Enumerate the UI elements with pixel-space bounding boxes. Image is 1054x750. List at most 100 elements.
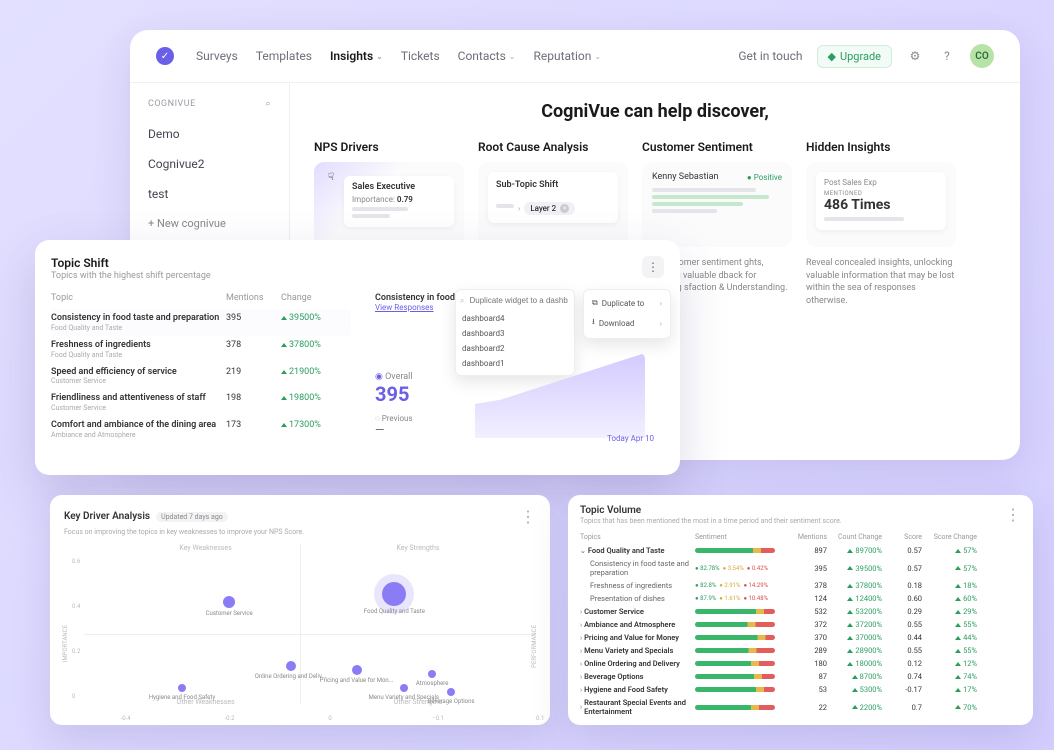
dashboard-option[interactable]: dashboard4 xyxy=(460,311,570,326)
bubble[interactable] xyxy=(400,684,408,692)
th-mentions: Mentions xyxy=(226,293,281,303)
get-in-touch-link[interactable]: Get in touch xyxy=(738,49,802,63)
expand-icon[interactable]: › xyxy=(580,608,582,616)
nav-item-reputation[interactable]: Reputation ⌄ xyxy=(533,49,601,63)
bubble-label: Customer Service xyxy=(206,610,253,617)
headline: CogniVue can help discover, xyxy=(314,101,996,122)
avatar[interactable]: CO xyxy=(970,44,994,68)
sidebar-item[interactable]: Demo xyxy=(130,119,289,149)
y-tick: 0.6 xyxy=(72,558,80,565)
sidebar-header: COGNIVUE ⌕ xyxy=(130,97,289,119)
expand-icon[interactable]: ⌄ xyxy=(580,547,586,555)
nav-items: Surveys Templates Insights ⌄ Tickets Contact… xyxy=(196,49,601,63)
sentiment-bar xyxy=(695,661,775,666)
section-title: NPS Drivers xyxy=(314,140,464,154)
nav-item-contacts[interactable]: Contacts ⌄ xyxy=(458,49,516,63)
dashboard-option[interactable]: dashboard3 xyxy=(460,326,570,341)
kebab-menu-button[interactable]: ⋮ xyxy=(642,256,664,278)
x-tick: 0.1 xyxy=(536,715,544,722)
topic-volume-row[interactable]: Freshness of ingredients● 82.8%● 2.91%● … xyxy=(580,579,1021,592)
dashboard-option[interactable]: dashboard2 xyxy=(460,341,570,356)
bubble[interactable] xyxy=(447,688,455,696)
topic-shift-table: Topic Mentions Change Consistency in foo… xyxy=(51,293,351,443)
download-menuitem[interactable]: ⭳Download › xyxy=(588,312,666,334)
topic-row[interactable]: Consistency in food taste and preparatio… xyxy=(51,309,351,336)
upgrade-label: Upgrade xyxy=(840,50,881,63)
section-card: Root Cause AnalysisSub-Topic Shift › Lay… xyxy=(478,140,628,247)
th-topics: Topics xyxy=(580,533,695,541)
bubble[interactable] xyxy=(223,596,235,608)
topic-row[interactable]: Speed and efficiency of serviceCustomer … xyxy=(51,363,351,390)
bubble[interactable] xyxy=(178,684,186,692)
bubble[interactable] xyxy=(382,582,406,606)
search-icon: ⌕ xyxy=(460,296,464,306)
bubble[interactable] xyxy=(428,670,436,678)
topic-shift-chart: Consistency in food taste View Responses… xyxy=(375,293,664,443)
sentiment-bar xyxy=(695,674,775,679)
topic-row[interactable]: Comfort and ambiance of the dining areaA… xyxy=(51,416,351,443)
key-driver-panel: Key Driver Analysis Updated 7 days ago ⋮… xyxy=(50,495,550,725)
expand-icon[interactable]: › xyxy=(580,703,582,711)
bubble-label: Atmosphere xyxy=(416,680,449,687)
bubble-label: Online Ordering and Deliv... xyxy=(255,673,327,680)
sidebar-item[interactable]: Cognivue2 xyxy=(130,149,289,179)
bubble[interactable] xyxy=(352,665,362,675)
dashboard-search-popup: ⌕ dashboard4dashboard3dashboard2dashboar… xyxy=(455,289,575,376)
nav-item-insights[interactable]: Insights ⌄ xyxy=(330,49,383,63)
th-topic: Topic xyxy=(51,293,226,303)
expand-icon[interactable]: › xyxy=(580,686,582,694)
key-driver-title: Key Driver Analysis xyxy=(64,511,150,522)
topic-volume-row[interactable]: › Menu Variety and Specials28928900%0.55… xyxy=(580,644,1021,657)
expand-icon[interactable]: › xyxy=(580,621,582,629)
upgrade-button[interactable]: ◆ Upgrade xyxy=(817,45,893,68)
topic-volume-row[interactable]: ⌄ Food Quality and Taste89789700%0.5757% xyxy=(580,544,1021,557)
duplicate-to-menuitem[interactable]: ⧉Duplicate to › xyxy=(588,294,666,312)
kebab-icon[interactable]: ⋮ xyxy=(1005,505,1021,525)
x-tick: 0 xyxy=(328,715,331,722)
new-cognivue-button[interactable]: + New cognivue xyxy=(130,209,289,238)
widget-context-menu: ⧉Duplicate to › ⭳Download › xyxy=(583,289,671,339)
expand-icon[interactable]: › xyxy=(580,673,582,681)
dashboard-option[interactable]: dashboard1 xyxy=(460,356,570,371)
topic-row[interactable]: Friendliness and attentiveness of staffC… xyxy=(51,389,351,416)
chevron-right-icon: › xyxy=(660,319,662,328)
topic-volume-row[interactable]: › Customer Service53253200%0.2929% xyxy=(580,605,1021,618)
topic-volume-row[interactable]: › Restaurant Special Events and Entertai… xyxy=(580,696,1021,718)
expand-icon[interactable]: › xyxy=(580,660,582,668)
search-icon[interactable]: ⌕ xyxy=(265,99,271,109)
kebab-icon[interactable]: ⋮ xyxy=(520,507,536,526)
copy-icon: ⧉ xyxy=(592,298,598,308)
topic-volume-row[interactable]: Consistency in food taste and preparatio… xyxy=(580,557,1021,579)
x-axis-label: PERFORMANCE xyxy=(531,625,538,668)
topic-volume-row[interactable]: › Beverage Options878700%0.7474% xyxy=(580,670,1021,683)
dashboard-search-input[interactable] xyxy=(467,294,570,307)
updated-badge: Updated 7 days ago xyxy=(156,512,228,522)
bubble-label: Pricing and Value for Mon... xyxy=(320,677,394,684)
topic-shift-title: Topic Shift xyxy=(51,256,211,270)
gear-icon[interactable]: ⚙ xyxy=(906,47,924,65)
close-icon[interactable]: × xyxy=(560,204,569,213)
bubble[interactable] xyxy=(286,661,296,671)
sentiment-bar xyxy=(695,635,775,640)
y-tick: 0.2 xyxy=(72,648,80,655)
expand-icon[interactable]: › xyxy=(580,634,582,642)
topic-row[interactable]: Freshness of ingredientsFood Quality and… xyxy=(51,336,351,363)
expand-icon[interactable]: › xyxy=(580,647,582,655)
sidebar-item[interactable]: test xyxy=(130,179,289,209)
x-tick: -0.4 xyxy=(121,715,131,722)
topic-volume-row[interactable]: › Online Ordering and Delivery18018000%0… xyxy=(580,657,1021,670)
topic-volume-subtitle: Topics that has been mentioned the most … xyxy=(580,517,842,525)
quad-label-kw: Key Weaknesses xyxy=(179,544,231,552)
topic-volume-row[interactable]: › Pricing and Value for Money37037000%0.… xyxy=(580,631,1021,644)
topic-volume-row[interactable]: › Ambiance and Atmosphere37237200%0.5555… xyxy=(580,618,1021,631)
th-score: Score xyxy=(882,533,922,541)
nav-item-templates[interactable]: Templates xyxy=(256,49,312,63)
topic-volume-row[interactable]: › Hygiene and Food Safety535300%-0.1717% xyxy=(580,683,1021,696)
nav-item-tickets[interactable]: Tickets xyxy=(401,49,440,63)
th-sentiment: Sentiment xyxy=(695,533,785,541)
chevron-down-icon: ⌄ xyxy=(376,52,383,61)
help-icon[interactable]: ? xyxy=(938,47,956,65)
key-driver-subtitle: Focus on improving the topics in key wea… xyxy=(64,528,536,536)
nav-item-surveys[interactable]: Surveys xyxy=(196,49,238,63)
topic-volume-row[interactable]: Presentation of dishes● 87.9%● 1.61%● 10… xyxy=(580,592,1021,605)
